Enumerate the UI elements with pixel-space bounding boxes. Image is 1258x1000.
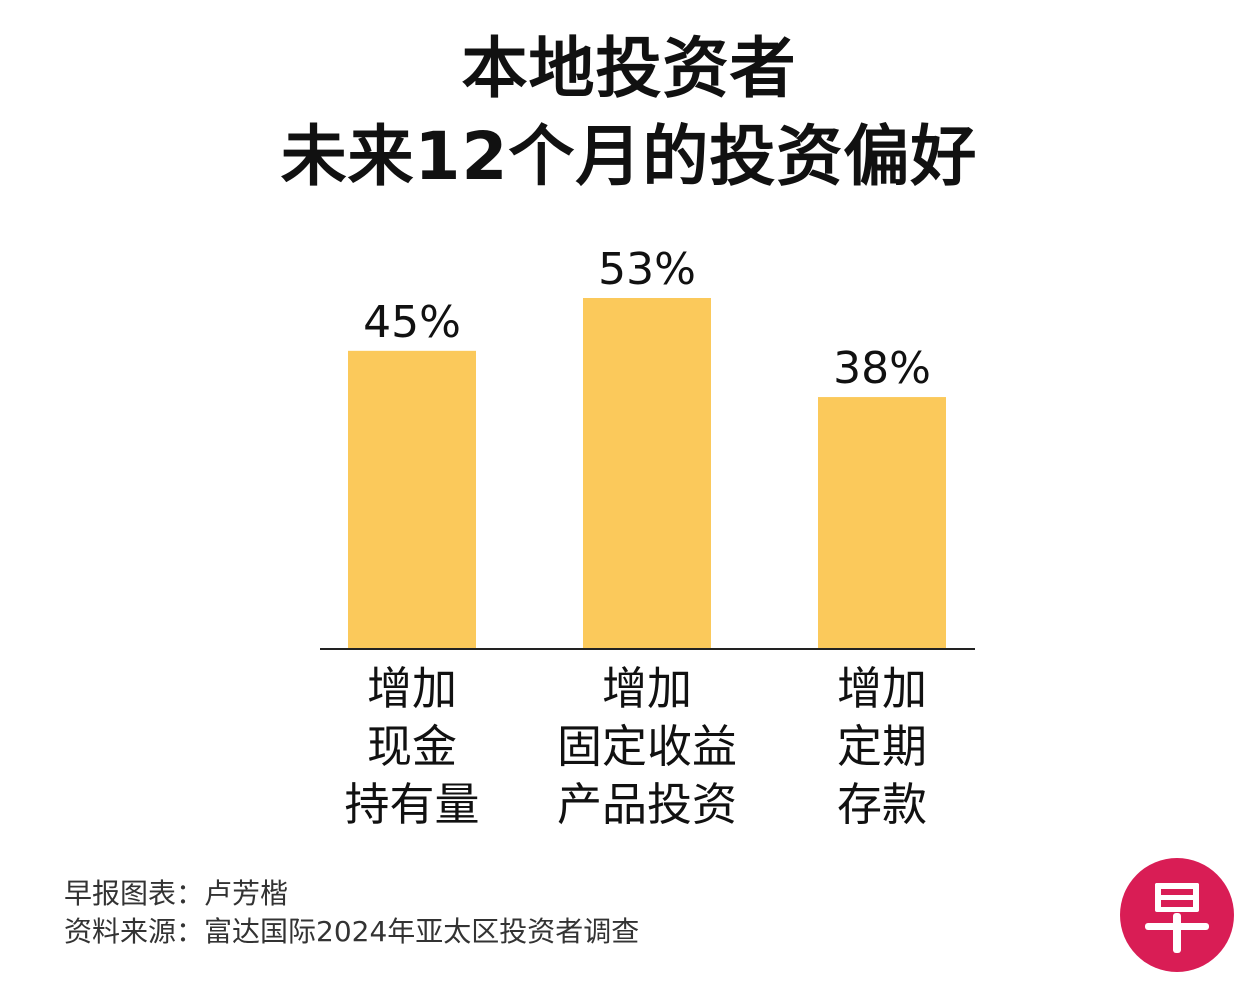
data-source: 资料来源：富达国际2024年亚太区投资者调查 (64, 915, 640, 948)
value-labels-group: 45% 53% 38% (363, 244, 931, 394)
category-label-2-line-3: 产品投资 (556, 778, 737, 831)
category-label-1-line-1: 增加 (366, 662, 457, 715)
zaobao-logo-mark (1145, 883, 1209, 953)
bar-2 (583, 298, 711, 648)
bars-group (348, 298, 946, 648)
bar-1 (348, 350, 476, 648)
category-label-1-line-2: 现金 (366, 720, 457, 773)
category-label-1: 增加 现金 持有量 (292, 660, 532, 834)
value-label-2: 53% (598, 244, 696, 295)
chart-title-line-2: 未来12个月的投资偏好 (280, 118, 978, 195)
zaobao-logo (1120, 858, 1234, 972)
chart-title-line-1: 本地投资者 (461, 30, 797, 107)
category-label-2: 增加 固定收益 产品投资 (527, 660, 767, 834)
bar-3 (818, 397, 946, 648)
category-label-3-line-3: 存款 (836, 778, 927, 831)
category-label-2-line-1: 增加 (601, 662, 692, 715)
category-label-3-line-1: 增加 (836, 662, 927, 715)
category-label-2-line-2: 固定收益 (556, 720, 737, 773)
value-label-3: 38% (833, 343, 931, 394)
value-label-1: 45% (363, 297, 461, 348)
category-label-3-line-2: 定期 (836, 720, 927, 773)
category-label-1-line-3: 持有量 (344, 778, 480, 831)
chart-credit: 早报图表：卢芳楷 (64, 877, 289, 910)
category-label-3: 增加 定期 存款 (762, 660, 1002, 834)
